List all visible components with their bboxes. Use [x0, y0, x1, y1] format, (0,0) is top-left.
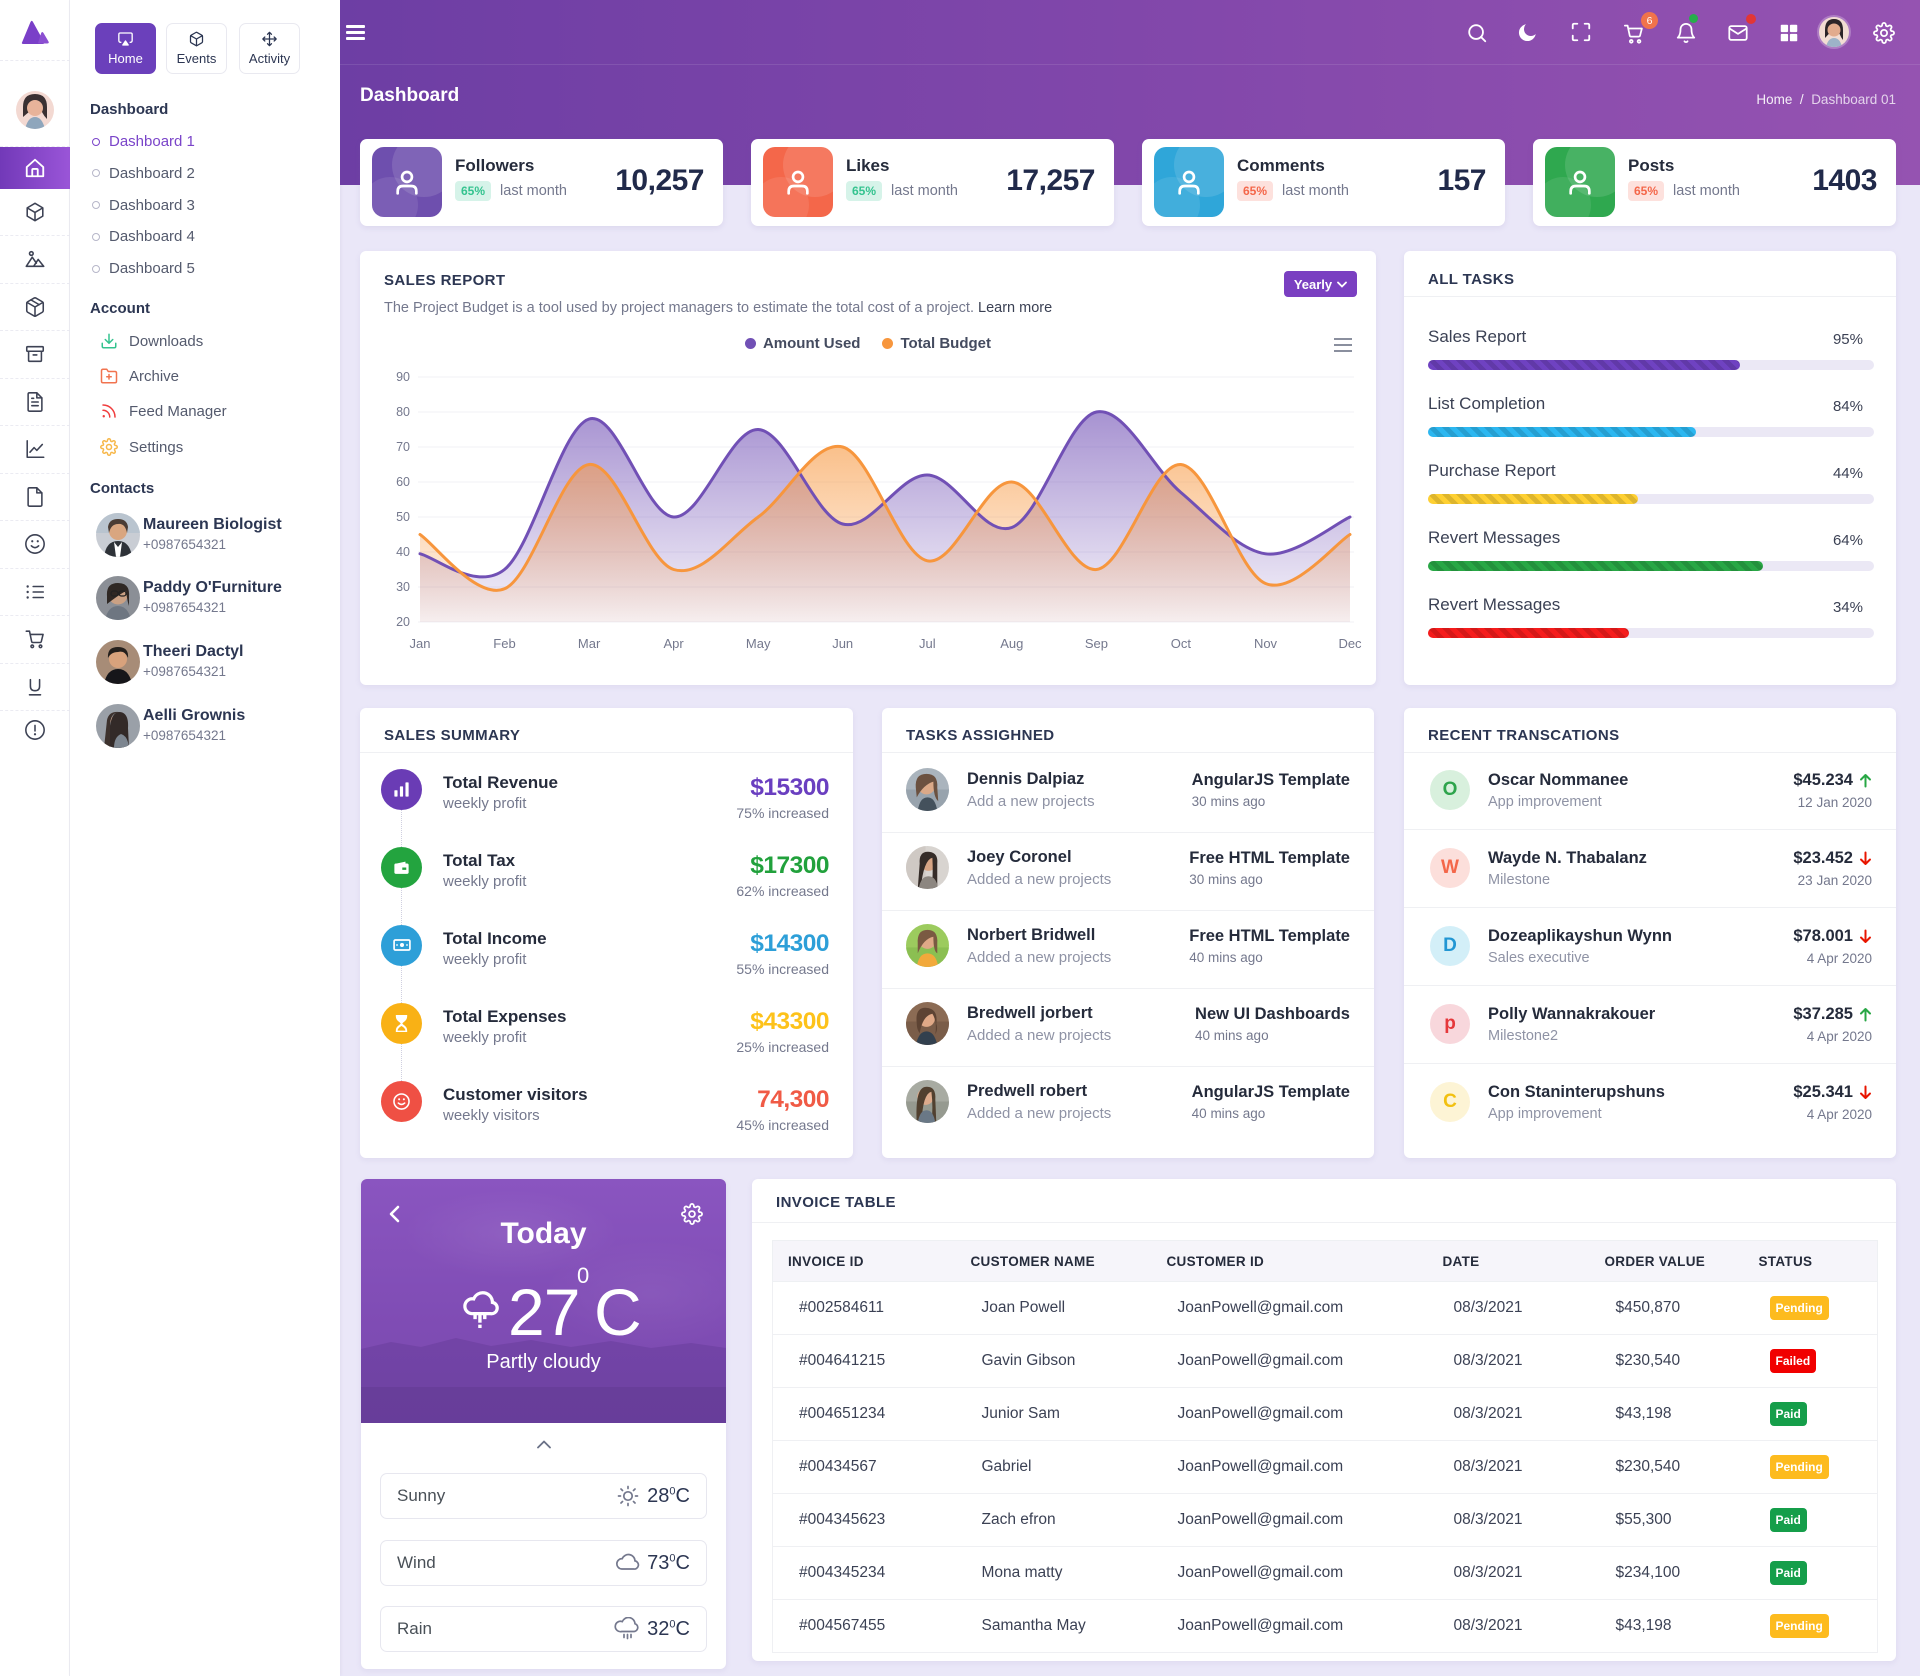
svg-text:Nov: Nov [1254, 636, 1278, 651]
svg-text:Oct: Oct [1171, 636, 1192, 651]
svg-text:60: 60 [396, 475, 410, 489]
svg-text:May: May [746, 636, 771, 651]
svg-text:Mar: Mar [578, 636, 601, 651]
svg-text:Aug: Aug [1000, 636, 1023, 651]
svg-text:40: 40 [396, 545, 410, 559]
svg-text:Jul: Jul [919, 636, 936, 651]
svg-text:30: 30 [396, 580, 410, 594]
svg-text:90: 90 [396, 370, 410, 384]
svg-text:Jun: Jun [832, 636, 853, 651]
svg-text:Feb: Feb [493, 636, 515, 651]
svg-text:50: 50 [396, 510, 410, 524]
svg-text:Sep: Sep [1085, 636, 1108, 651]
svg-text:70: 70 [396, 440, 410, 454]
svg-text:Dec: Dec [1338, 636, 1362, 651]
svg-text:Jan: Jan [410, 636, 431, 651]
svg-text:20: 20 [396, 615, 410, 629]
svg-text:Apr: Apr [663, 636, 684, 651]
svg-text:80: 80 [396, 405, 410, 419]
